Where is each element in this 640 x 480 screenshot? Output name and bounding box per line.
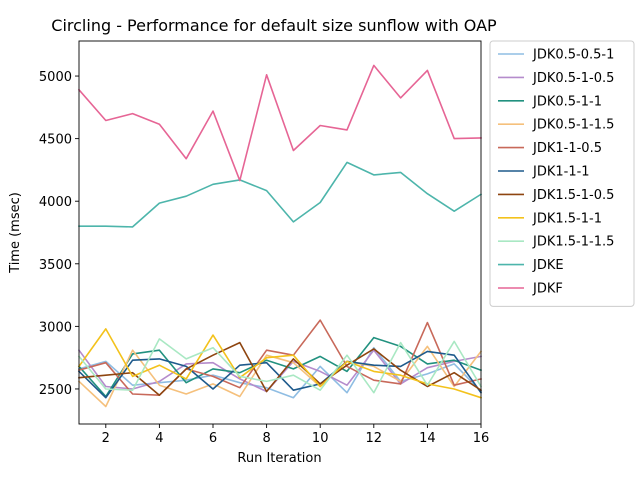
legend-frame bbox=[489, 40, 635, 307]
legend-entry: JDK1.5-1-1 bbox=[532, 211, 602, 226]
x-tick-label: 14 bbox=[419, 431, 436, 446]
series-line-9 bbox=[78, 161, 483, 228]
legend-entry: JDK1.5-1-1.5 bbox=[532, 235, 614, 250]
x-tick-label: 8 bbox=[262, 431, 270, 446]
legend: JDK0.5-0.5-1 JDK0.5-1-0.5 JDK0.5-1-1 JDK0.5… bbox=[489, 40, 635, 307]
x-tick-label: 4 bbox=[155, 431, 163, 446]
y-axis-label: Time (msec) bbox=[8, 192, 23, 274]
chart-title: Circling - Performance for default size … bbox=[51, 16, 497, 35]
x-axis: 2 4 6 8 10 12 14 16 bbox=[102, 424, 490, 446]
series-line-8 bbox=[77, 338, 483, 394]
series-line-4 bbox=[78, 319, 482, 397]
legend-entry: JDK0.5-1-1.5 bbox=[532, 118, 614, 133]
y-tick-label: 3500 bbox=[39, 258, 72, 273]
series-line-10 bbox=[77, 64, 482, 182]
y-tick-label: 4000 bbox=[39, 195, 72, 210]
y-tick-label: 2500 bbox=[39, 383, 72, 398]
legend-entry: JDK0.5-1-0.5 bbox=[532, 71, 614, 86]
x-tick-label: 10 bbox=[312, 431, 329, 446]
y-tick-label: 5000 bbox=[39, 70, 72, 85]
legend-entry: JDK0.5-1-1 bbox=[532, 94, 602, 109]
y-tick-label: 3000 bbox=[39, 320, 72, 335]
legend-entry: JDK1-1-1 bbox=[532, 165, 590, 180]
x-tick-label: 2 bbox=[102, 431, 110, 446]
legend-entry: JDK1-1-0.5 bbox=[532, 141, 602, 156]
plot-area bbox=[77, 40, 483, 425]
series-line-7 bbox=[77, 328, 483, 399]
series-line-6 bbox=[78, 341, 483, 397]
y-axis: 2500 3000 3500 4000 4500 5000 bbox=[39, 70, 79, 398]
x-tick-label: 6 bbox=[209, 431, 217, 446]
x-axis-label: Run Iteration bbox=[237, 451, 321, 466]
legend-entry: JDKF bbox=[532, 282, 563, 297]
x-tick-label: 16 bbox=[473, 431, 490, 446]
legend-entry: JDK1.5-1-0.5 bbox=[532, 188, 614, 203]
x-tick-label: 12 bbox=[366, 431, 383, 446]
plot-frame bbox=[78, 40, 482, 425]
legend-entry: JDKE bbox=[532, 258, 564, 273]
y-tick-label: 4500 bbox=[39, 133, 72, 148]
legend-entry: JDK0.5-0.5-1 bbox=[532, 48, 614, 63]
